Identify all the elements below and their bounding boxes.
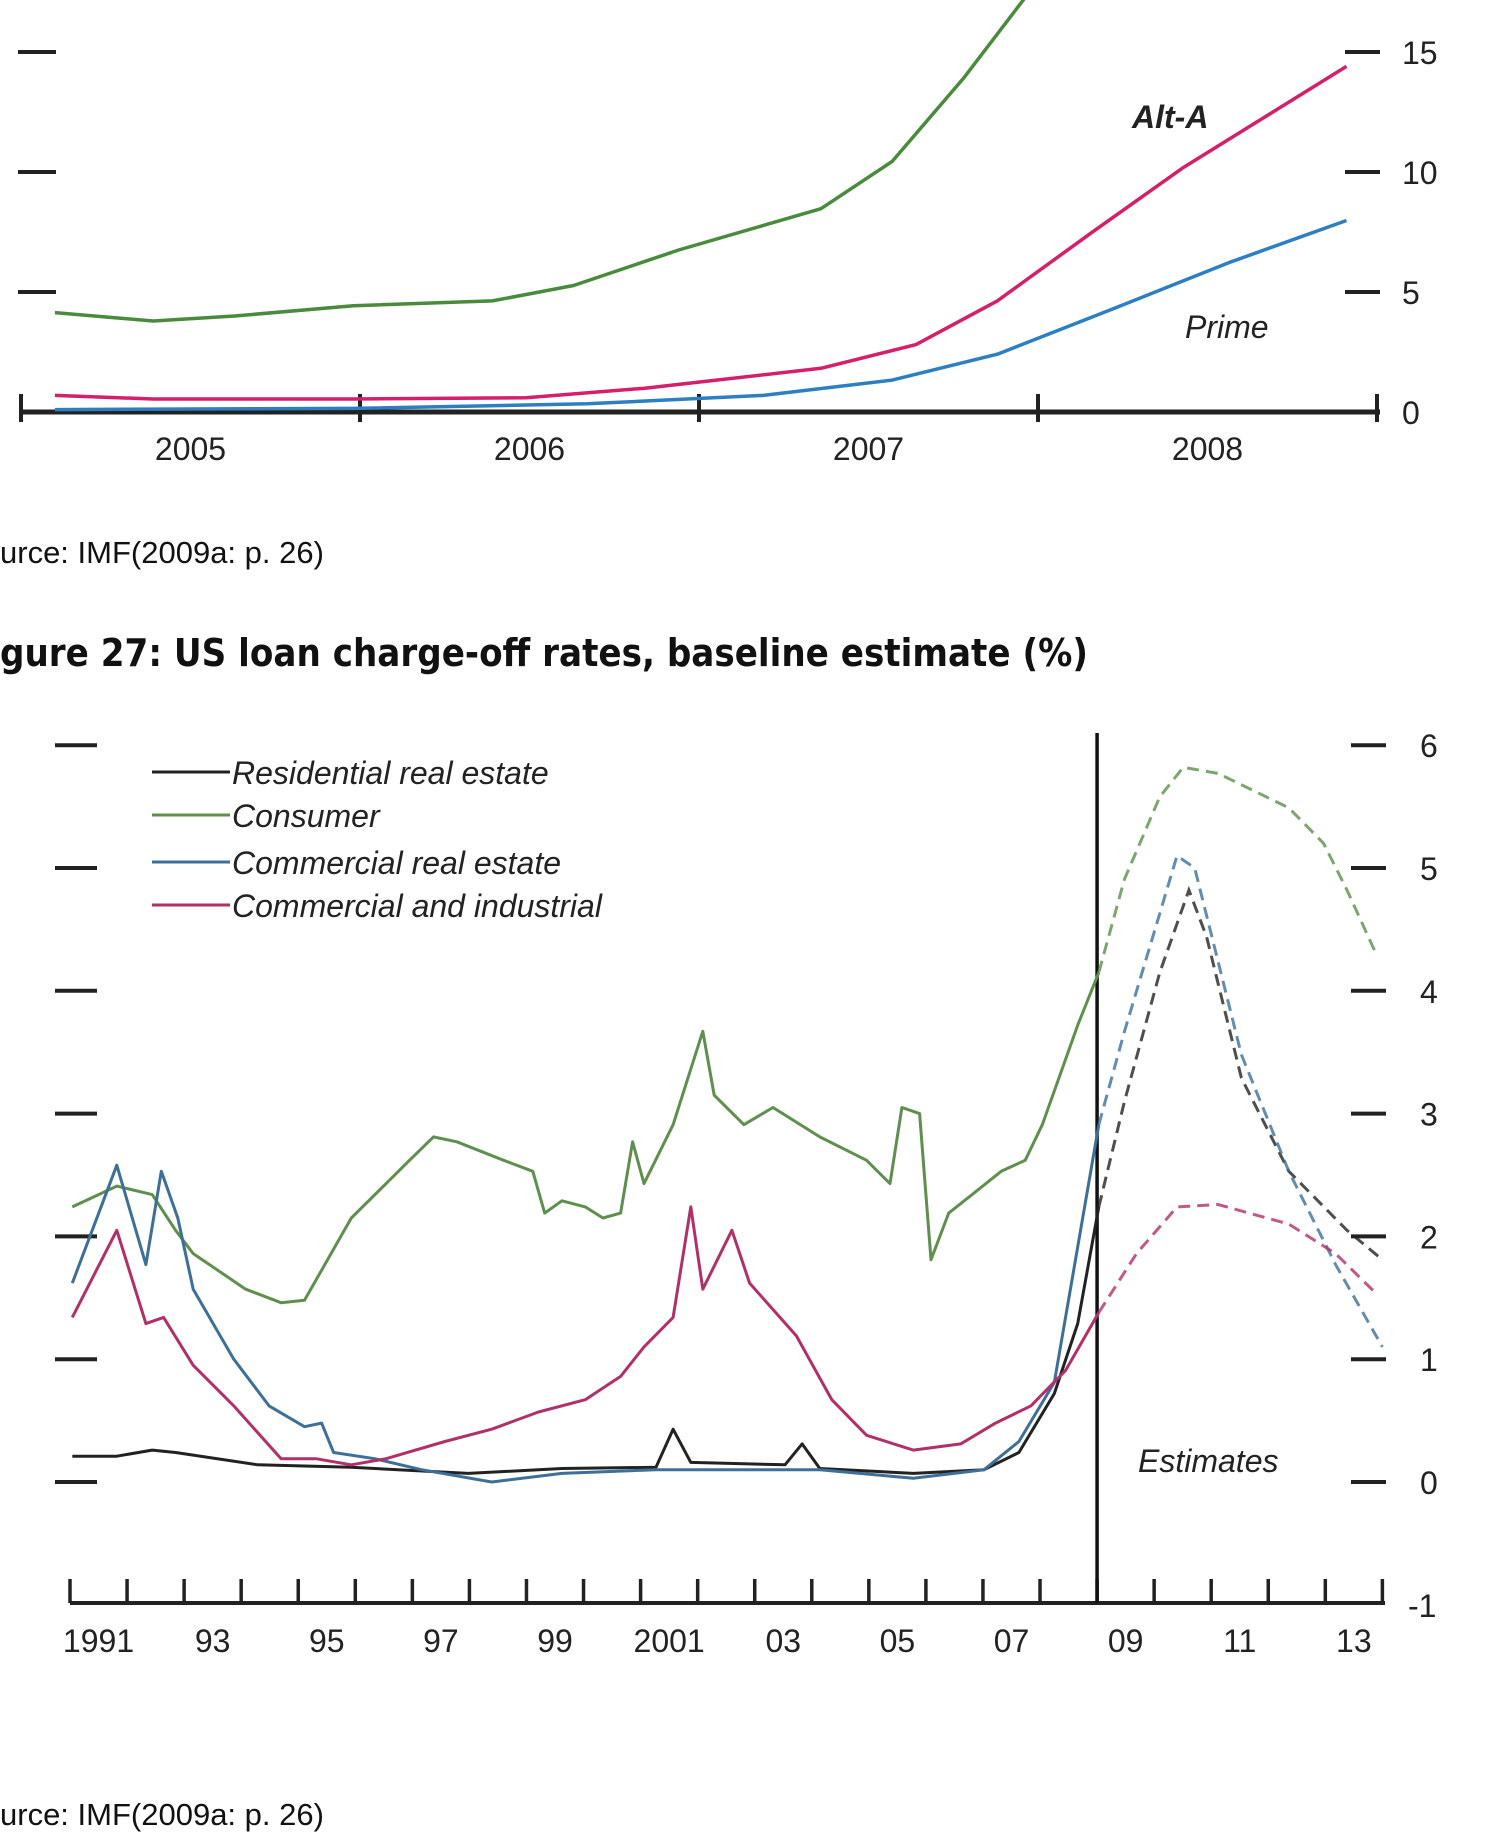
right-y-tick-label: 0 [1402, 395, 1420, 431]
series-line-2 [70, 1124, 1101, 1484]
legend-label: Consumer [232, 798, 381, 834]
x-tick-label: 2001 [634, 1623, 705, 1659]
figure-title: gure 27: US loan charge-off rates, basel… [0, 631, 1088, 675]
series-estimate-line-2 [1097, 853, 1384, 1348]
top-chart: 2005 2006 2007 2008 0 5 10 15 Alt-A Prime [18, 0, 1438, 467]
top-source-caption: urce: IMF(2009a: p. 26) [0, 535, 324, 570]
x-tick-label: 05 [880, 1623, 916, 1659]
x-tick-label: 95 [309, 1623, 345, 1659]
right-y-tick-label: 4 [1420, 974, 1438, 1010]
x-tick-label: 03 [765, 1623, 801, 1659]
bottom-chart: 1991 93 95 97 99 2001 03 05 07 09 11 13 -1 0 1 2 3 4 5 6 Est… [55, 728, 1438, 1659]
right-y-tick-label: 0 [1420, 1465, 1438, 1501]
x-tick-label: 2005 [155, 431, 226, 467]
x-tick-label: 2006 [494, 431, 565, 467]
legend-label: Commercial real estate [232, 845, 561, 881]
right-y-tick-label: 2 [1420, 1219, 1438, 1255]
right-y-tick-label: 10 [1402, 155, 1438, 191]
x-tick-label: 99 [537, 1623, 573, 1659]
series-line-3 [70, 1205, 1101, 1467]
series-estimate-line-1 [1097, 765, 1379, 973]
series-line-0 [72, 1206, 1101, 1475]
estimates-label: Estimates [1138, 1443, 1278, 1479]
x-tick-label: 09 [1108, 1623, 1144, 1659]
right-y-tick-label: 5 [1402, 275, 1420, 311]
series-line-1 [54, 64, 1348, 401]
x-tick-label: 93 [195, 1623, 231, 1659]
right-y-tick-label: 5 [1420, 851, 1438, 887]
right-y-tick-label: 3 [1420, 1097, 1438, 1133]
legend-label: Commercial and industrial [232, 888, 603, 924]
x-tick-label: 07 [994, 1623, 1030, 1659]
series-line-0 [54, 0, 1026, 323]
x-tick-label: 13 [1336, 1623, 1372, 1659]
legend-label: Residential real estate [232, 755, 549, 791]
x-tick-label: 2007 [833, 431, 904, 467]
bottom-source-caption: urce: IMF(2009a: p. 26) [0, 1797, 324, 1832]
x-tick-label: 11 [1223, 1623, 1256, 1659]
prime-label: Prime [1185, 309, 1269, 345]
series-estimate-line-3 [1097, 1202, 1378, 1314]
right-y-tick-label: 1 [1420, 1342, 1438, 1378]
alt-a-label: Alt-A [1131, 99, 1208, 135]
series-estimate-line-0 [1097, 885, 1384, 1261]
x-tick-label: 97 [423, 1623, 459, 1659]
series-line-2 [54, 218, 1348, 412]
right-y-tick-label: 6 [1420, 728, 1438, 764]
x-tick-label: 1991 [63, 1623, 134, 1659]
series-line-1 [71, 971, 1101, 1305]
right-y-tick-label: 15 [1402, 35, 1438, 71]
x-tick-label: 2008 [1172, 431, 1243, 467]
right-y-tick-label: -1 [1408, 1588, 1436, 1624]
